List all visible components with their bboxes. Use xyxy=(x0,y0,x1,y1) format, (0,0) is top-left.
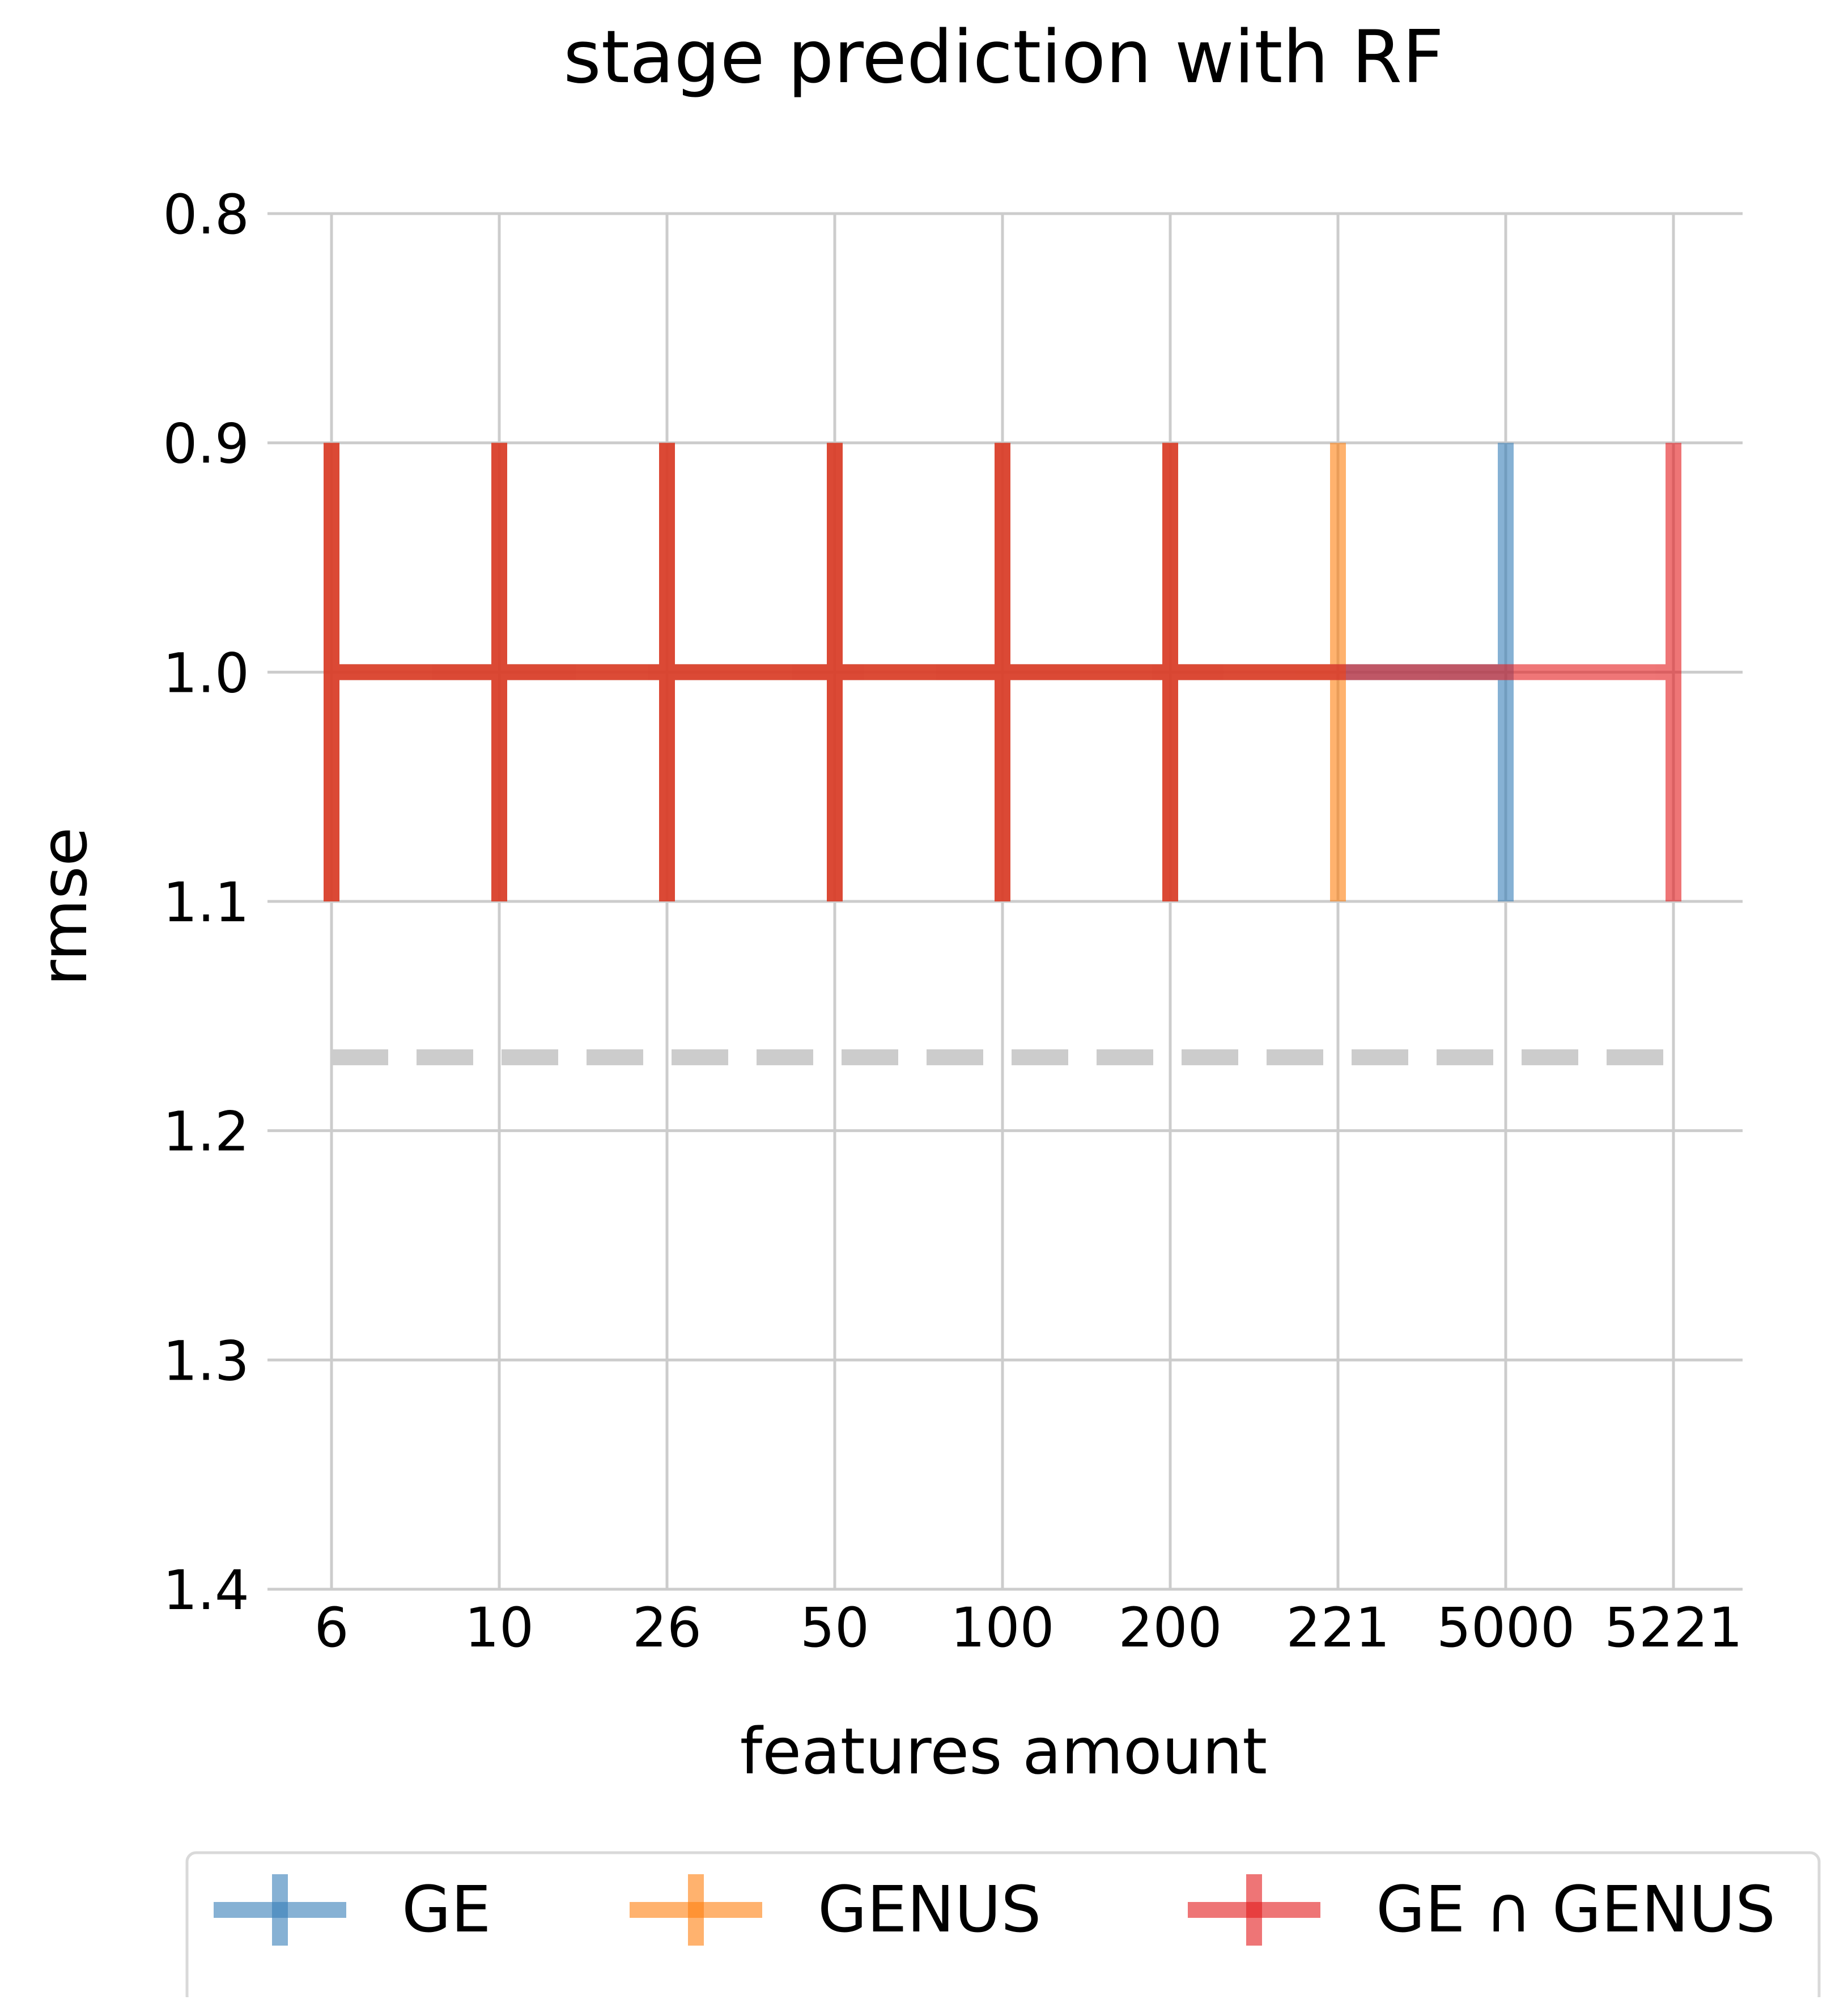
tick-labels: 0.8 0.9 1.0 1.1 1.2 1.3 1.4 6 10 26 50 100 200 221 500… xyxy=(163,183,1743,1659)
legend-label: GE ∩ GENUS xyxy=(1376,1873,1775,1947)
chart-title: stage prediction with RF xyxy=(563,15,1444,100)
x-tick-label: 221 xyxy=(1286,1596,1390,1659)
x-tick-label: 50 xyxy=(800,1596,869,1659)
x-tick-label: 10 xyxy=(465,1596,534,1659)
y-axis-label: rmse xyxy=(28,827,101,986)
y-tick-label: 0.9 xyxy=(163,412,249,476)
legend-item: GE xyxy=(214,1873,491,1947)
legend-label: GENUS xyxy=(818,1873,1041,1947)
legend: GE GENUS GE ∩ GENUS xyxy=(185,1851,1821,2000)
x-tick-label: 200 xyxy=(1118,1596,1222,1659)
y-tick-label: 1.0 xyxy=(163,641,249,705)
legend-box xyxy=(185,1851,1821,2000)
y-tick-label: 1.1 xyxy=(163,871,249,934)
y-tick-label: 1.3 xyxy=(163,1329,249,1393)
x-tick-label: 5000 xyxy=(1437,1596,1575,1659)
y-tick-label: 1.4 xyxy=(163,1559,249,1622)
y-tick-label: 1.2 xyxy=(163,1100,249,1164)
series-2 xyxy=(324,442,1681,901)
x-axis-label: features amount xyxy=(740,1715,1267,1789)
x-tick-label: 26 xyxy=(632,1596,702,1659)
series-layer xyxy=(324,442,1681,901)
y-tick-label: 0.8 xyxy=(163,183,249,246)
legend-item: GENUS xyxy=(630,1873,1041,1947)
x-tick-label: 5221 xyxy=(1604,1596,1743,1659)
legend-label: GE xyxy=(402,1873,491,1947)
legend-item: GE ∩ GENUS xyxy=(1188,1873,1775,1947)
x-tick-label: 100 xyxy=(950,1596,1054,1659)
x-tick-label: 6 xyxy=(314,1596,349,1659)
